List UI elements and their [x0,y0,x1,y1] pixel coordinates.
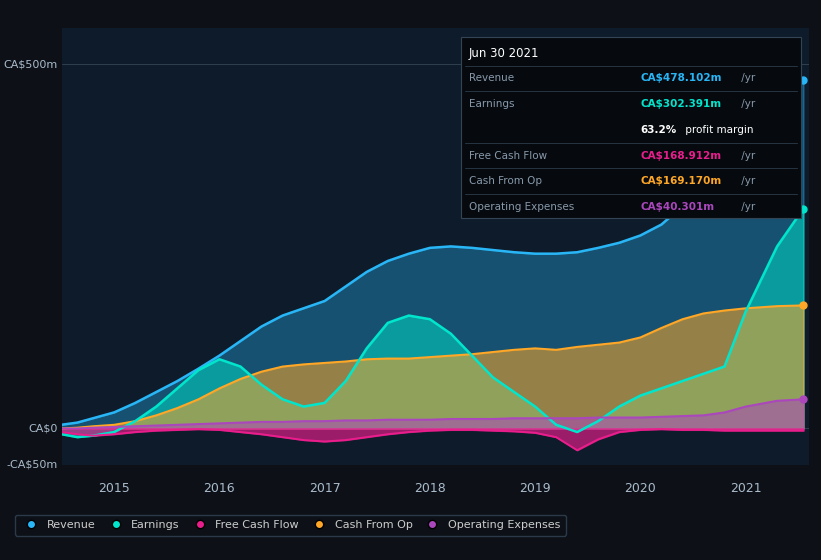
Text: /yr: /yr [738,151,755,161]
FancyBboxPatch shape [461,37,801,218]
Text: Free Cash Flow: Free Cash Flow [469,151,547,161]
Legend: Revenue, Earnings, Free Cash Flow, Cash From Op, Operating Expenses: Revenue, Earnings, Free Cash Flow, Cash … [15,515,566,536]
Text: profit margin: profit margin [681,125,753,135]
Text: 2019: 2019 [520,482,551,495]
Text: Jun 30 2021: Jun 30 2021 [469,47,539,60]
Text: CA$478.102m: CA$478.102m [640,73,722,83]
Text: CA$169.170m: CA$169.170m [640,176,722,186]
Text: 2016: 2016 [204,482,236,495]
Text: -CA$50m: -CA$50m [7,460,57,470]
Text: 2020: 2020 [625,482,656,495]
Text: Earnings: Earnings [469,99,514,109]
Text: /yr: /yr [738,73,755,83]
Text: Operating Expenses: Operating Expenses [469,202,574,212]
Text: 2021: 2021 [730,482,761,495]
Text: CA$40.301m: CA$40.301m [640,202,715,212]
Text: /yr: /yr [738,99,755,109]
Text: /yr: /yr [738,176,755,186]
Text: CA$500m: CA$500m [3,59,57,69]
Text: 2018: 2018 [414,482,446,495]
Text: /yr: /yr [738,202,755,212]
Text: Revenue: Revenue [469,73,514,83]
Text: 2017: 2017 [309,482,341,495]
Text: CA$168.912m: CA$168.912m [640,151,722,161]
Text: 63.2%: 63.2% [640,125,677,135]
Text: CA$0: CA$0 [29,423,57,433]
Text: 2015: 2015 [99,482,130,495]
Text: CA$302.391m: CA$302.391m [640,99,722,109]
Text: Cash From Op: Cash From Op [469,176,542,186]
